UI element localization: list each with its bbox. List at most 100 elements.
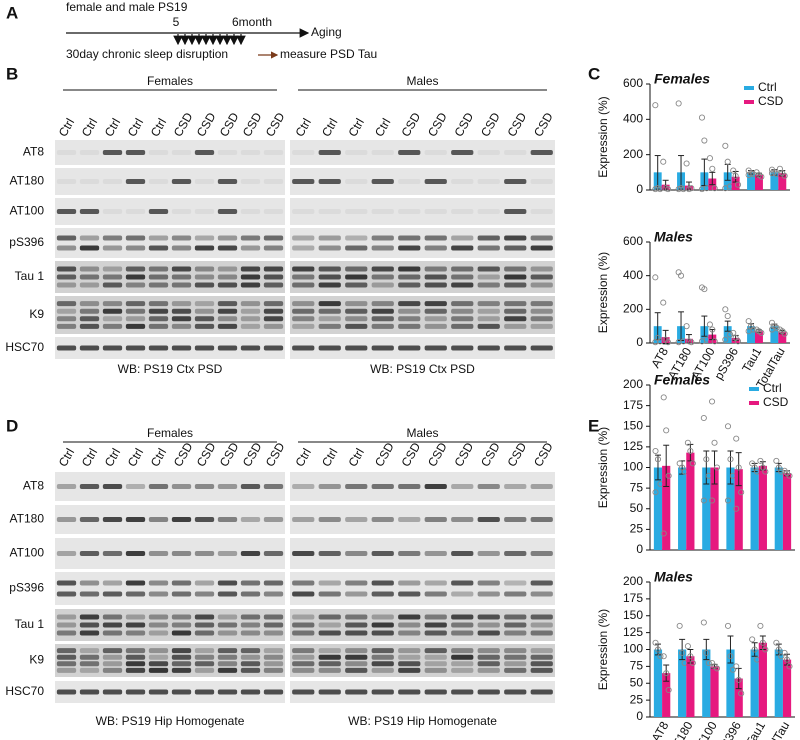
y-tick-label: 100 [623, 460, 643, 474]
data-point [675, 186, 682, 193]
blot-band [171, 150, 192, 155]
blot-band [424, 274, 447, 280]
blot-band [292, 654, 315, 660]
blot-band [102, 282, 123, 288]
blot-band [263, 323, 284, 329]
blot-band [79, 667, 100, 673]
treatment-label: 30day chronic sleep disruption [66, 47, 228, 61]
blot-band [504, 648, 527, 654]
data-point [732, 172, 739, 179]
blot-band [194, 661, 215, 667]
blot-band [504, 323, 527, 329]
blot-band [398, 282, 421, 288]
data-point [713, 464, 721, 471]
blot-band [194, 614, 215, 620]
blot-band [292, 282, 315, 288]
blot-band [530, 630, 553, 636]
blot-band [194, 654, 215, 660]
data-point [652, 102, 659, 109]
blot-band [424, 266, 447, 272]
blot-band [102, 266, 123, 272]
blot-band [477, 484, 500, 489]
blot-band [148, 551, 169, 556]
lane-label: Ctrl [345, 116, 366, 139]
blot-band [263, 648, 284, 654]
blot-band [398, 689, 421, 695]
blot-band [79, 282, 100, 288]
blot-band [398, 661, 421, 667]
data-point [724, 622, 732, 629]
blot-band [56, 580, 77, 586]
blot-band [345, 282, 368, 288]
blot-band [79, 316, 100, 322]
data-point [727, 331, 734, 338]
blot-band [263, 667, 284, 673]
blot-band [263, 308, 284, 314]
blot-band [79, 630, 100, 636]
blot-band [79, 622, 100, 628]
blot-band [217, 689, 238, 695]
bar [662, 673, 671, 717]
blot-band [292, 591, 315, 597]
blot-band [217, 648, 238, 654]
blot-band [398, 667, 421, 673]
blot-band [125, 345, 146, 351]
data-point [660, 653, 667, 660]
blot-band [504, 316, 527, 322]
blot-band [56, 551, 77, 556]
lane-label: Ctrl [292, 116, 313, 139]
blot-band [477, 551, 500, 556]
blot-band [102, 667, 123, 673]
data-point [727, 456, 734, 463]
blot-band [292, 614, 315, 620]
blot-band [194, 235, 215, 241]
data-point [675, 100, 682, 107]
blot-band [263, 274, 284, 280]
data-point [663, 670, 670, 677]
lane-label: CSD [194, 110, 219, 139]
y-tick-label: 75 [630, 659, 644, 673]
blot-band [217, 551, 238, 556]
blot-band [451, 235, 474, 241]
blot-band [345, 580, 368, 586]
data-point [684, 439, 691, 446]
data-point [698, 114, 706, 121]
blot-band [504, 274, 527, 280]
blot-band [171, 245, 192, 251]
blot-band [345, 308, 368, 314]
lane-label: CSD [451, 110, 476, 139]
blot-band [102, 517, 123, 522]
blot-band [424, 689, 447, 695]
blot-band [504, 517, 527, 522]
blot-row-label: pS396 [9, 235, 44, 249]
blot-band [292, 630, 315, 636]
blot-band [240, 517, 261, 522]
data-point [751, 646, 758, 653]
blot-band [217, 266, 238, 272]
data-point [713, 665, 721, 672]
blot-band [240, 345, 261, 351]
blot-band [318, 614, 341, 620]
bar [778, 332, 787, 343]
blot-band [240, 622, 261, 628]
blot-band [345, 266, 368, 272]
blot-band [79, 661, 100, 667]
bar [662, 465, 671, 550]
blot-band [345, 648, 368, 654]
blot-band [292, 622, 315, 628]
y-axis-label: Expression (%) [596, 427, 610, 508]
blot-band [171, 689, 192, 695]
blot-band [148, 614, 169, 620]
blot-band [477, 689, 500, 695]
blot-band [194, 274, 215, 280]
blot-caption: WB: PS19 Hip Homogenate [348, 714, 497, 728]
blot-band [345, 654, 368, 660]
data-point [657, 653, 664, 660]
blot-band [102, 316, 123, 322]
readout-label: measure PSD Tau [280, 47, 377, 61]
blot-band [530, 209, 553, 214]
blot-band [371, 274, 394, 280]
group-label: Males [406, 74, 438, 88]
blot-strip [55, 168, 285, 195]
data-point [757, 457, 764, 464]
